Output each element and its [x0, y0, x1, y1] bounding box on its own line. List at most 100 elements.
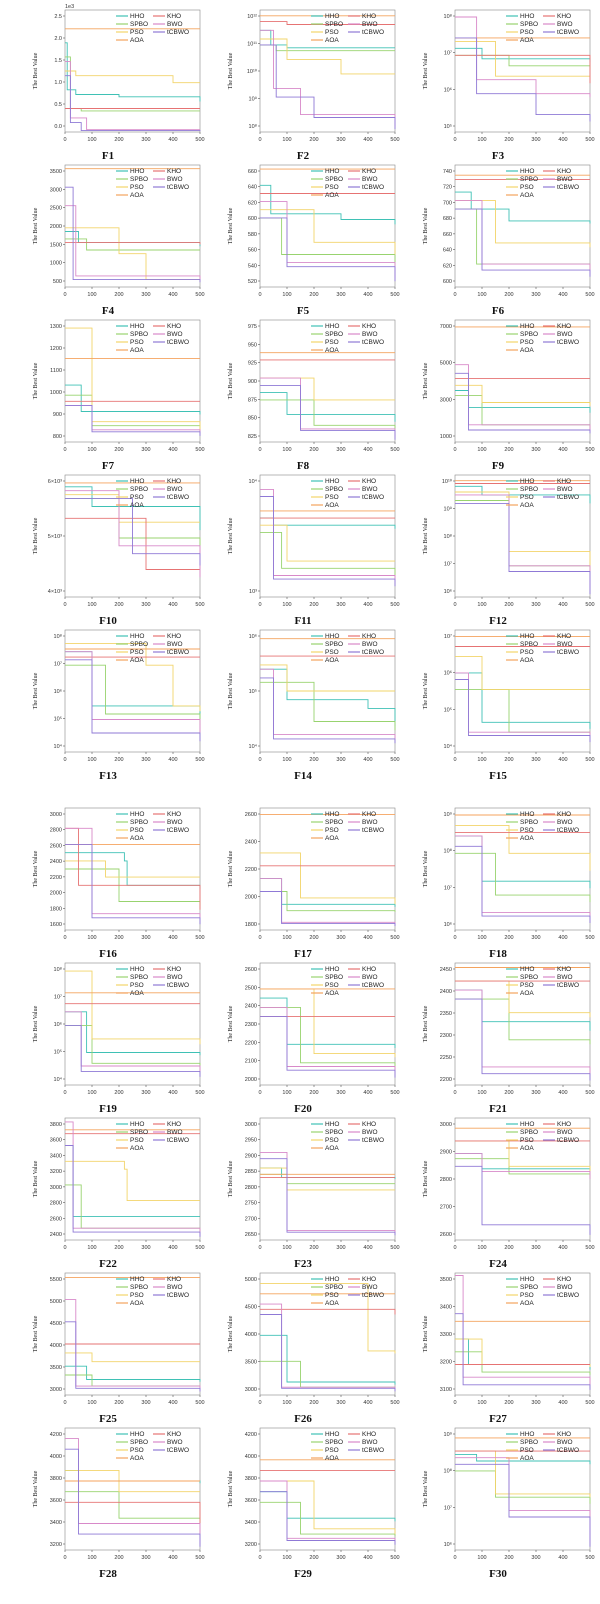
legend-label-tcbwo: tCBWO: [557, 982, 579, 989]
x-tick-label: 100: [282, 1090, 291, 1096]
x-tick-label: 100: [87, 935, 96, 941]
y-tick-label: 4000: [245, 1332, 257, 1338]
chart-f11: 10³ 10⁴ 0 100 200 300 400 500 The Best Value HHOS…: [228, 474, 400, 608]
y-tick-label: 10¹⁰: [247, 68, 258, 75]
y-tick-label: 1.0: [54, 80, 62, 86]
x-tick-label: 200: [309, 1090, 318, 1096]
y-tick-label: 10⁵: [444, 706, 452, 713]
legend-label-hho: HHO: [325, 1121, 339, 1128]
x-tick-label: 400: [168, 935, 177, 941]
legend-label-kho: KHO: [557, 323, 571, 330]
chart-f28: 3200 3400 3600 3800 4000 4200 0 100 200 300 400 500…: [33, 1427, 205, 1561]
legend-label-bwo: BWO: [362, 176, 378, 183]
legend-label-hho: HHO: [130, 1276, 144, 1283]
y-tick-label: 2.0: [54, 36, 62, 42]
x-tick-label: 200: [504, 935, 513, 941]
y-axis-label: The Best Value: [33, 1315, 39, 1352]
y-tick-label: 3400: [245, 1520, 257, 1526]
y-tick-label: 3800: [50, 1122, 62, 1128]
chart-panel-f6: 600 620 640 660 680 700 720 740 0 100 200 300 400 500…: [400, 155, 596, 323]
chart-f23: 2650 2700 2750 2800 2850 2900 2950 3000 0 100 200 3…: [228, 1117, 400, 1251]
y-tick-label: 925: [248, 361, 257, 367]
y-tick-label: 2300: [440, 1033, 452, 1039]
legend-label-tcbwo: tCBWO: [362, 827, 384, 834]
x-tick-label: 200: [309, 1400, 318, 1406]
x-tick-label: 300: [336, 1400, 345, 1406]
x-tick-label: 200: [114, 602, 123, 608]
legend-label-tcbwo: tCBWO: [557, 339, 579, 346]
y-tick-label: 2500: [50, 206, 62, 212]
series-line-kho: [65, 242, 201, 245]
chart-f5: 520 540 560 580 600 620 640 660 0 100 200 300 400 500…: [228, 164, 400, 298]
chart-f25: 3000 3500 4000 4500 5000 5500 0 100 200 300 400 500…: [33, 1272, 205, 1406]
y-tick-label: 3500: [440, 1277, 452, 1283]
x-tick-label: 100: [282, 292, 291, 298]
panel-label: F23: [294, 1258, 312, 1270]
plot-area: [259, 962, 396, 1086]
x-tick-label: 300: [531, 757, 540, 763]
y-tick-label: 2400: [50, 859, 62, 865]
chart-panel-f11: 10³ 10⁴ 0 100 200 300 400 500 The Best Value HHO S…: [205, 465, 401, 633]
x-tick-label: 200: [114, 1555, 123, 1561]
legend-label-aoa: AOA: [325, 990, 339, 997]
series-line-tcbwo: [455, 372, 591, 434]
legend-label-spbo: SPBO: [520, 1129, 538, 1136]
series-line-tcbwo: [65, 404, 201, 436]
plot-area: [454, 1427, 591, 1551]
chart-f30: 10⁶ 10⁷ 10⁸ 10⁹ 0 100 200 300 400 500 The Best Val…: [423, 1427, 595, 1561]
x-tick-label: 500: [195, 137, 204, 143]
y-axis-label: The Best Value: [33, 850, 39, 887]
x-tick-label: 300: [141, 1555, 150, 1561]
y-tick-label: 2200: [50, 875, 62, 881]
x-tick-label: 500: [585, 935, 594, 941]
x-tick-label: 100: [282, 1245, 291, 1251]
series-line-kho: [65, 517, 200, 570]
panel-label: F3: [491, 150, 505, 162]
y-tick-label: 10⁷: [54, 994, 62, 1001]
legend-label-bwo: BWO: [557, 1284, 573, 1291]
y-tick-label: 2600: [50, 1216, 62, 1222]
series-line-tcbwo: [455, 845, 591, 923]
x-tick-label: 200: [114, 1245, 123, 1251]
chart-panel-f4: 500 1000 1500 2000 2500 3000 3500 0 100 200 300 400…: [10, 155, 206, 323]
y-axis-label: The Best Value: [228, 207, 234, 244]
series-line-pso: [65, 1160, 200, 1202]
x-tick-label: 400: [558, 935, 567, 941]
legend-label-bwo: BWO: [362, 974, 378, 981]
x-tick-label: 400: [168, 757, 177, 763]
plot-area: [454, 629, 591, 753]
x-tick-label: 300: [336, 447, 345, 453]
y-tick-label: 3400: [440, 1305, 452, 1311]
y-tick-label: 900: [53, 412, 62, 418]
y-tick-label: 10³: [249, 589, 257, 595]
legend-label-aoa: AOA: [130, 192, 144, 199]
x-tick-label: 0: [63, 1555, 66, 1561]
y-axis-label: The Best Value: [423, 517, 429, 554]
legend-label-tcbwo: tCBWO: [557, 649, 579, 656]
legend-label-aoa: AOA: [325, 1300, 339, 1307]
x-tick-label: 200: [504, 447, 513, 453]
x-tick-label: 400: [558, 447, 567, 453]
y-tick-label: 3600: [50, 1498, 62, 1504]
x-tick-label: 300: [531, 1090, 540, 1096]
y-axis-label: The Best Value: [33, 1470, 39, 1507]
y-tick-label: 2700: [245, 1216, 257, 1222]
y-axis-label: The Best Value: [228, 850, 234, 887]
y-tick-label: 660: [248, 169, 257, 175]
panel-label: F21: [489, 1103, 507, 1115]
x-tick-label: 500: [195, 1555, 204, 1561]
y-tick-label: 540: [248, 263, 257, 269]
chart-f24: 2600 2700 2800 2900 3000 0 100 200 300 400 500 The …: [423, 1117, 595, 1251]
y-tick-label: 3400: [50, 1520, 62, 1526]
legend-label-bwo: BWO: [167, 641, 183, 648]
y-tick-label: 1800: [50, 906, 62, 912]
series-line-spbo: [455, 1351, 591, 1375]
legend-label-pso: PSO: [520, 827, 534, 834]
panel-label: F6: [491, 305, 505, 317]
legend-label-pso: PSO: [520, 184, 534, 191]
x-tick-label: 400: [168, 1555, 177, 1561]
